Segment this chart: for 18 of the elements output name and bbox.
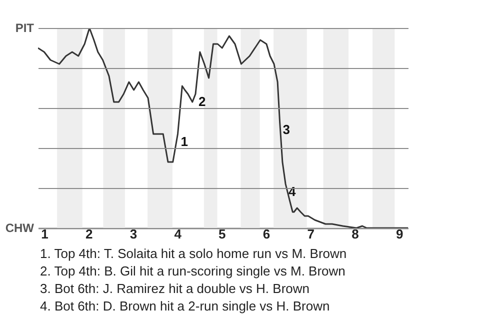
x-tick-label: 5 bbox=[218, 226, 226, 242]
text: 4. Bot 6th: D. Brown hit a 2-run single vs H. Brown bbox=[40, 298, 330, 314]
x-tick-label: 3 bbox=[130, 226, 138, 242]
text: 3. Bot 6th: J. Ramirez hit a double vs H. Brown bbox=[40, 281, 310, 296]
text: 2. Top 4th: B. Gil hit a run-scoring single vs M. Brown bbox=[40, 264, 346, 278]
annotation: 3 bbox=[282, 122, 290, 137]
annotation: 2 bbox=[198, 94, 206, 109]
x-tick-label: 7 bbox=[307, 226, 315, 242]
annotation: 1 bbox=[180, 134, 188, 149]
text: 1. Top 4th: T. Solaita hit a solo home run vs M. Brown bbox=[40, 246, 347, 261]
text: PIT bbox=[15, 21, 35, 35]
x-tick-label: 6 bbox=[262, 226, 270, 242]
x-tick-label: 4 bbox=[174, 226, 182, 242]
x-tick-label: 8 bbox=[352, 226, 359, 242]
text: CHW bbox=[5, 221, 35, 235]
x-tick-label: 1 bbox=[41, 226, 48, 242]
x-tick-label: 9 bbox=[396, 226, 404, 242]
x-tick-label: 2 bbox=[85, 226, 93, 242]
